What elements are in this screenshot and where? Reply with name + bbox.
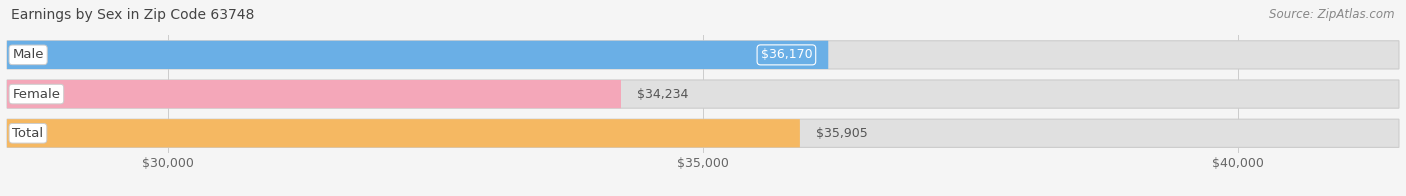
Text: Earnings by Sex in Zip Code 63748: Earnings by Sex in Zip Code 63748 <box>11 8 254 22</box>
Text: Source: ZipAtlas.com: Source: ZipAtlas.com <box>1270 8 1395 21</box>
Text: Female: Female <box>13 88 60 101</box>
Text: $34,234: $34,234 <box>637 88 689 101</box>
FancyBboxPatch shape <box>7 41 1399 69</box>
Text: Total: Total <box>13 127 44 140</box>
FancyBboxPatch shape <box>7 80 1399 108</box>
FancyBboxPatch shape <box>7 80 621 108</box>
Text: Male: Male <box>13 48 44 61</box>
FancyBboxPatch shape <box>7 119 1399 147</box>
Text: $35,905: $35,905 <box>815 127 868 140</box>
FancyBboxPatch shape <box>7 119 800 147</box>
FancyBboxPatch shape <box>7 41 828 69</box>
Text: $36,170: $36,170 <box>761 48 813 61</box>
